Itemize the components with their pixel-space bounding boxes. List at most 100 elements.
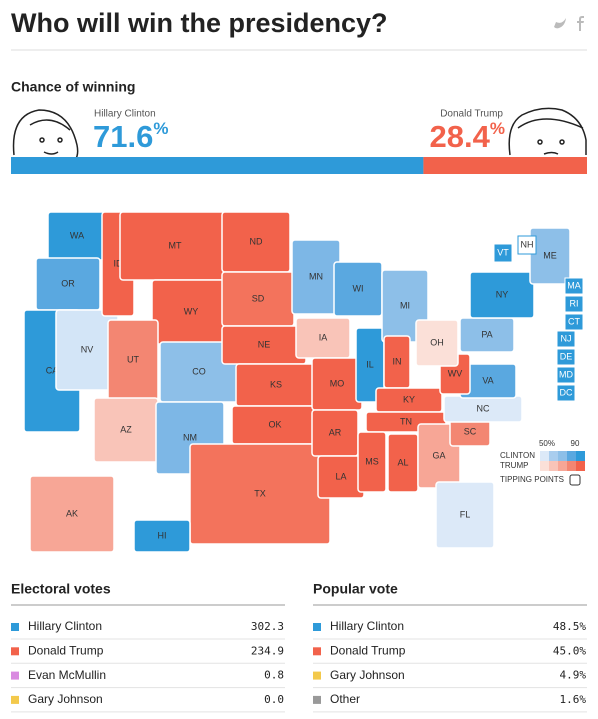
legend-label: CLINTON [500, 451, 535, 460]
chance-value: 28.4% [430, 119, 505, 154]
state-label: NY [496, 289, 509, 299]
row-name: Other [330, 692, 360, 706]
row-swatch [11, 647, 19, 656]
state-label: LA [335, 471, 346, 481]
row-swatch [313, 647, 321, 656]
legend-tipping-icon [569, 474, 581, 486]
row-name: Evan McMullin [28, 668, 106, 682]
row-swatch [11, 623, 19, 631]
state-label: ID [114, 258, 124, 268]
table-heading: Electoral votes [11, 581, 111, 597]
state-label: VT [497, 247, 509, 257]
twitter-icon[interactable] [554, 18, 566, 29]
state-label: CO [192, 366, 206, 376]
chance-unit: % [490, 119, 505, 138]
table-heading: Popular vote [313, 581, 398, 597]
state-label: ND [250, 236, 263, 246]
legend-swatch [567, 461, 576, 471]
legend-swatch [576, 461, 585, 471]
state-label: MT [169, 240, 182, 250]
state [469, 271, 535, 319]
chance-bar [423, 157, 587, 174]
section-heading: Chance of winning [11, 79, 135, 95]
legend-swatch [576, 451, 585, 461]
row-value: 0.8 [264, 669, 284, 682]
row-name: Donald Trump [330, 643, 406, 657]
facebook-icon[interactable] [577, 16, 584, 31]
row-name: Gary Johnson [330, 668, 405, 682]
state-label: MO [330, 378, 345, 388]
state [133, 519, 191, 553]
state-label: OK [268, 419, 281, 429]
legend-swatch [567, 451, 576, 461]
row-name: Hillary Clinton [330, 619, 404, 633]
chance-number: 71.6 [93, 119, 153, 154]
state [357, 431, 387, 493]
legend-label: TIPPING POINTS [500, 475, 564, 484]
state-box [556, 366, 576, 384]
candidate-name: Donald Trump [440, 109, 503, 120]
state-label: KY [403, 394, 415, 404]
state-label: MD [559, 369, 573, 379]
candidate-name: Hillary Clinton [94, 109, 156, 120]
state-label: DC [560, 387, 573, 397]
row-value: 1.6% [560, 693, 587, 706]
state-label: RI [570, 298, 579, 308]
state-label: MA [567, 280, 581, 290]
state-label: NE [258, 339, 271, 349]
state-box [517, 235, 537, 255]
state-label: CT [568, 316, 580, 326]
legend-swatch [540, 451, 549, 461]
state-label: AL [397, 457, 408, 467]
state-label: WV [448, 368, 463, 378]
state-box [556, 384, 576, 402]
row-value: 0.0 [264, 693, 284, 706]
trump-face [508, 107, 587, 156]
page-title: Who will win the presidency? [11, 8, 388, 38]
state-label: TX [254, 488, 266, 498]
row-swatch [313, 623, 321, 631]
state-label: MI [400, 300, 410, 310]
legend-swatch [540, 461, 549, 471]
chance-number: 28.4 [430, 119, 491, 154]
share-icons[interactable] [554, 16, 584, 31]
state-label: MN [309, 271, 323, 281]
state-label: IN [393, 356, 402, 366]
row-value: 45.0% [553, 644, 586, 657]
row-swatch [11, 695, 19, 704]
row-swatch [313, 695, 321, 704]
state-label: WY [184, 306, 199, 316]
state-label: DE [560, 351, 573, 361]
state-label: CA [46, 365, 59, 375]
state-label: SC [464, 426, 477, 436]
row-name: Donald Trump [28, 643, 104, 657]
legend-swatch [549, 461, 558, 471]
state-label: NJ [561, 333, 572, 343]
state [415, 319, 459, 367]
legend-swatch [558, 461, 567, 471]
row-name: Gary Johnson [28, 692, 103, 706]
chance-bar [11, 157, 424, 174]
state-label: MS [365, 456, 379, 466]
row-value: 302.3 [251, 620, 284, 633]
state-label: AZ [120, 424, 132, 434]
state-label: OR [61, 278, 75, 288]
row-value: 4.9% [560, 669, 587, 682]
legend-label: TRUMP [500, 461, 528, 470]
row-value: 234.9 [251, 644, 284, 657]
state-label: NV [81, 344, 94, 354]
chance-unit: % [153, 119, 168, 138]
state-label: NM [183, 432, 197, 442]
state-label: PA [481, 329, 492, 339]
state-label: AK [66, 508, 78, 518]
chance-value: 71.6% [93, 119, 168, 154]
state [435, 481, 495, 549]
clinton-face [12, 109, 79, 161]
legend-swatch [558, 451, 567, 461]
state [529, 227, 571, 285]
state-label: FL [460, 509, 471, 519]
legend-swatch [549, 451, 558, 461]
state-label: OH [430, 337, 444, 347]
